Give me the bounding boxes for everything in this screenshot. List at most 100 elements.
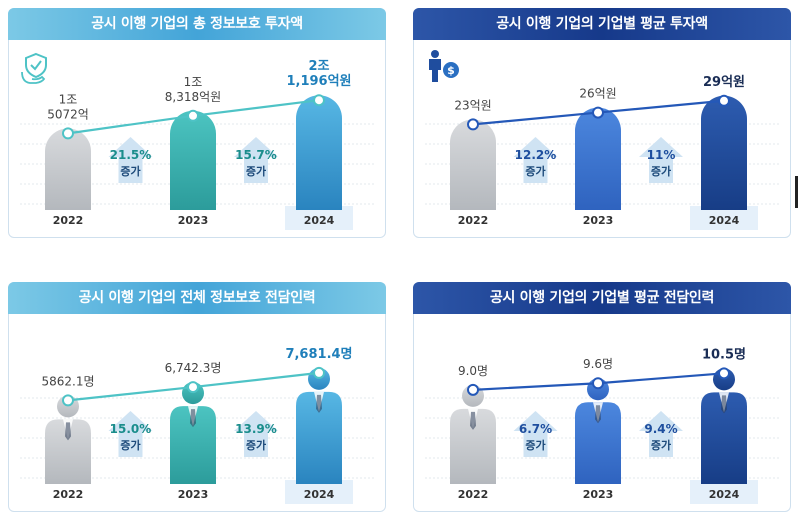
chart-2: 2022 2023 2024 5862.1명 6,742.3명 7,681.4명 15.0%… — [20, 346, 374, 504]
person-body — [45, 419, 91, 484]
growth-percent: 15.7% — [235, 148, 277, 162]
value-label-line: 9.0명 — [458, 364, 488, 378]
growth-percent: 12.2% — [515, 148, 557, 162]
growth-label: 증가 — [120, 438, 140, 452]
growth-label: 증가 — [525, 164, 545, 178]
arrow-shape — [639, 411, 683, 457]
value-label-line: 6,742.3명 — [165, 361, 222, 375]
icon-body — [429, 59, 441, 82]
bar-2022 — [450, 119, 496, 210]
arrow-shape — [234, 411, 278, 457]
page-edge-mark — [795, 176, 798, 208]
person-body — [450, 408, 496, 484]
panel-title: 공시 이행 기업의 전체 정보보호 전담인력 — [8, 282, 386, 314]
person-bar-2024 — [296, 367, 342, 484]
person-tie — [190, 409, 196, 428]
value-label-line: 26억원 — [579, 87, 616, 101]
value-label: 1조 5072억 — [47, 92, 89, 121]
value-label-line: 2조 — [308, 59, 329, 74]
trend-point — [62, 394, 74, 407]
category-label: 2022 — [458, 214, 489, 227]
arrow-shape — [234, 137, 278, 183]
arrow-shape — [108, 137, 153, 183]
growth-label: 증가 — [120, 164, 140, 178]
person-body — [701, 392, 747, 484]
value-label-line: 23억원 — [454, 98, 491, 112]
category-label: 2024 — [304, 214, 335, 227]
icon-head — [431, 50, 439, 58]
bar-2023 — [170, 110, 216, 210]
value-label: 23억원 — [454, 98, 491, 112]
person-tie — [595, 405, 601, 424]
growth-arrow: 15.0% 증가 — [108, 411, 153, 457]
category-label: 2022 — [53, 214, 84, 227]
value-label-line: 10.5명 — [702, 346, 746, 362]
growth-label: 증가 — [246, 164, 266, 178]
trend-point — [467, 383, 479, 396]
value-label-line: 1조 — [184, 75, 203, 89]
growth-percent: 11% — [647, 148, 676, 162]
value-label-line: 5072억 — [47, 107, 89, 121]
shield-check — [30, 60, 42, 71]
growth-arrow: 21.5% 증가 — [108, 137, 153, 183]
category-label: 2023 — [583, 488, 614, 501]
growth-arrow: 13.9% 증가 — [234, 411, 278, 457]
value-label-line: 1조 — [59, 92, 78, 106]
chart-1: 2022 2023 2024 23억원 26억원 29억원 12.2% 증가 11% 증가 $ — [425, 50, 779, 230]
growth-arrow: 12.2% 증가 — [513, 137, 558, 183]
growth-arrow: 9.4% 증가 — [639, 411, 683, 457]
trend-point — [62, 127, 74, 140]
value-label: 26억원 — [579, 87, 616, 101]
person-tie — [65, 422, 71, 441]
value-label-line: 9.6명 — [583, 357, 613, 371]
growth-label: 증가 — [651, 164, 671, 178]
bar-2024 — [296, 95, 342, 210]
growth-percent: 9.4% — [644, 422, 677, 436]
trend-point — [718, 367, 730, 380]
person-bar-2024 — [701, 368, 747, 484]
value-label: 29억원 — [703, 75, 745, 90]
person-body — [296, 391, 342, 484]
growth-label: 증가 — [651, 438, 671, 452]
category-label: 2023 — [583, 214, 614, 227]
growth-percent: 15.0% — [110, 422, 152, 436]
panel-title: 공시 이행 기업의 기업별 평균 전담인력 — [413, 282, 791, 314]
arrow-shape — [639, 137, 683, 183]
person-tie — [316, 394, 322, 413]
value-label: 6,742.3명 — [165, 361, 222, 375]
arrow-shape — [108, 411, 153, 457]
category-label: 2022 — [458, 488, 489, 501]
bar-2022 — [45, 128, 91, 210]
category-label: 2024 — [304, 488, 335, 501]
arrow-shape — [513, 137, 558, 183]
growth-arrow: 6.7% 증가 — [513, 411, 558, 457]
person-tie — [470, 411, 476, 430]
dollar-symbol: $ — [447, 64, 455, 77]
growth-percent: 21.5% — [110, 148, 152, 162]
growth-percent: 6.7% — [519, 422, 552, 436]
person-bar-2022 — [45, 395, 91, 484]
category-label: 2023 — [178, 214, 209, 227]
chart-3: 2022 2023 2024 9.0명 9.6명 10.5명 6.7% 증가 9.4% 증가 — [425, 346, 779, 504]
hands-shield-icon — [21, 52, 47, 84]
shield-outline — [25, 52, 47, 79]
trend-point — [592, 377, 604, 390]
bar-2024 — [701, 95, 747, 210]
value-label: 10.5명 — [702, 346, 746, 362]
trend-point — [313, 366, 325, 379]
value-label: 1조 8,318억원 — [165, 75, 221, 104]
trend-point — [718, 94, 730, 107]
trend-point — [187, 381, 199, 394]
panel-title: 공시 이행 기업의 기업별 평균 투자액 — [413, 8, 791, 40]
growth-arrow: 11% 증가 — [639, 137, 683, 183]
value-label: 5862.1명 — [41, 374, 94, 388]
value-label-line: 29억원 — [703, 75, 745, 90]
trend-point — [467, 118, 479, 131]
panel-title: 공시 이행 기업의 총 정보보호 투자액 — [8, 8, 386, 40]
person-bar-2023 — [170, 382, 216, 484]
trend-point — [187, 109, 199, 122]
category-label: 2023 — [178, 488, 209, 501]
growth-arrow: 15.7% 증가 — [234, 137, 278, 183]
